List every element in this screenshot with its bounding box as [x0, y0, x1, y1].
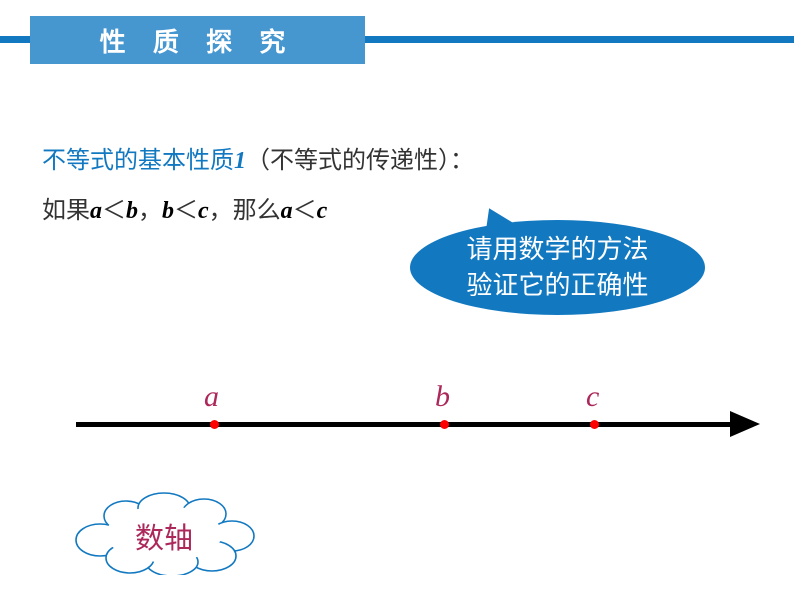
- tick-label-b: b: [435, 380, 450, 414]
- cloud-label: 数轴: [64, 515, 264, 557]
- body-prefix: 如果: [42, 198, 90, 224]
- property-body: 如果a＜b，b＜c，那么a＜c: [42, 190, 327, 225]
- comma1: ，: [138, 198, 162, 224]
- header-title: 性 质 探 究: [100, 22, 296, 59]
- var-b2: b: [162, 198, 174, 224]
- header-tab: 性 质 探 究: [30, 16, 365, 64]
- var-a2: a: [281, 198, 293, 224]
- lt1: ＜: [102, 198, 126, 224]
- callout-bubble: 请用数学的方法 验证它的正确性: [410, 220, 705, 315]
- lt3: ＜: [293, 198, 317, 224]
- number-line: [76, 422, 741, 427]
- var-c2: c: [317, 198, 328, 224]
- tick-label-c: c: [586, 380, 599, 414]
- prop-title-colon: ：: [450, 148, 474, 174]
- tick-b: [440, 420, 449, 429]
- callout-line2: 验证它的正确性: [466, 268, 648, 303]
- tick-c: [590, 420, 599, 429]
- lt2: ＜: [174, 198, 198, 224]
- comma2: ，: [209, 198, 233, 224]
- var-b1: b: [126, 198, 138, 224]
- prop-title-num: 1: [234, 148, 246, 174]
- arrow-head-icon: [730, 411, 760, 437]
- cloud: 数轴: [64, 490, 264, 575]
- var-c1: c: [198, 198, 209, 224]
- tick-a: [210, 420, 219, 429]
- callout-line1: 请用数学的方法: [466, 232, 648, 267]
- prop-title-paren: （不等式的传递性）: [246, 148, 450, 174]
- prop-title-prefix: 不等式的基本性质: [42, 148, 234, 174]
- var-a1: a: [90, 198, 102, 224]
- property-title: 不等式的基本性质1（不等式的传递性）：: [42, 140, 474, 175]
- tick-label-a: a: [204, 380, 219, 414]
- then: 那么: [233, 198, 281, 224]
